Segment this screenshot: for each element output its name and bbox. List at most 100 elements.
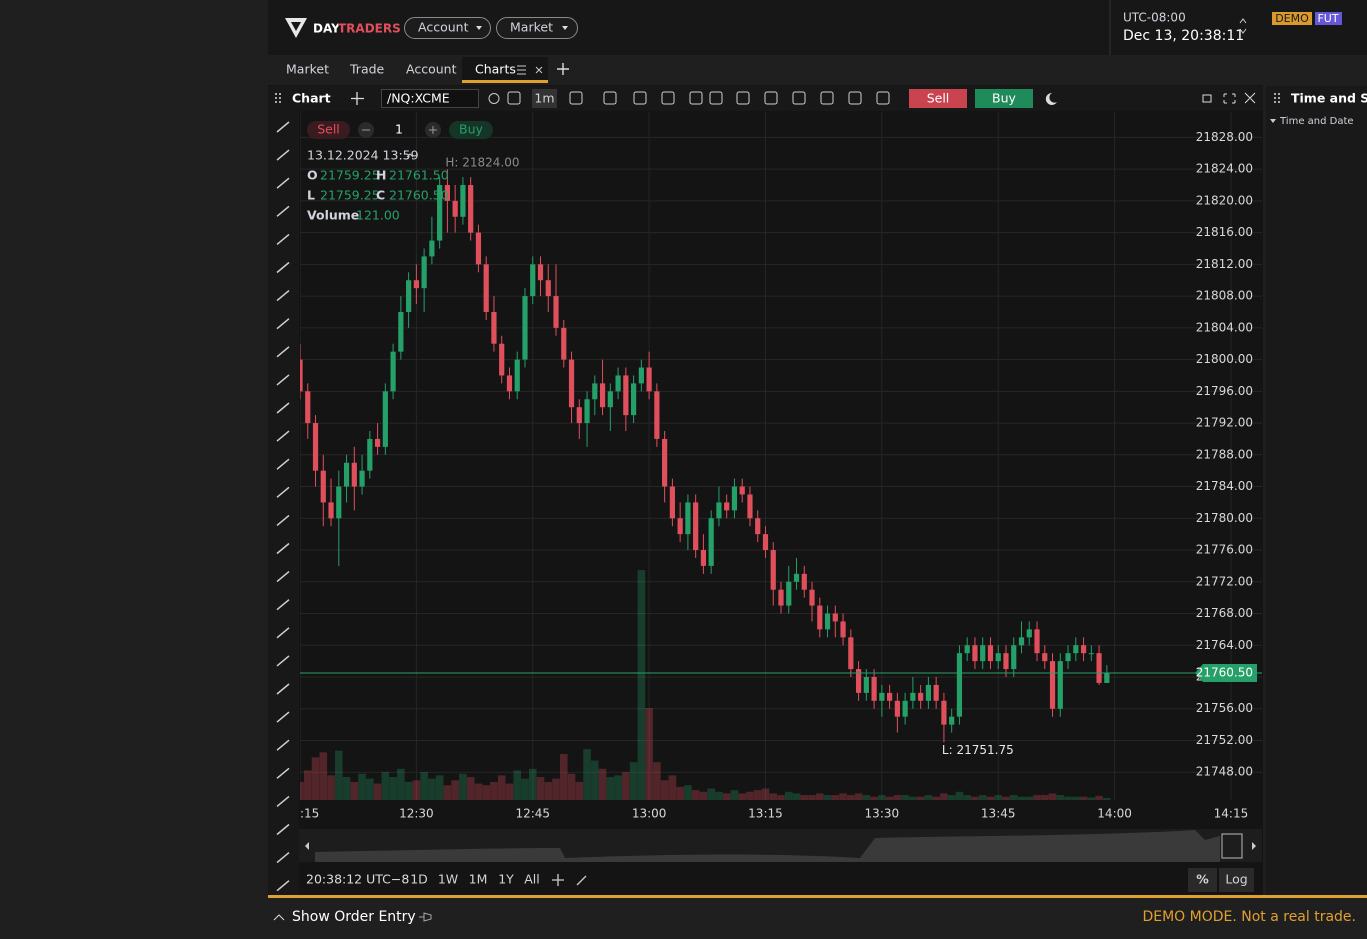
y-tick-label: 21828.00 — [1196, 130, 1253, 144]
volume-bar — [444, 785, 452, 800]
volume-bar — [855, 793, 863, 800]
fut-badge-label: FUT — [1317, 12, 1338, 25]
volume-bar — [878, 795, 886, 800]
candle-body — [662, 439, 667, 487]
volume-bar — [700, 792, 708, 800]
tab-underline — [462, 80, 548, 83]
tab[interactable]: Charts — [475, 62, 516, 77]
candle-body — [600, 383, 605, 407]
volume-bar — [490, 782, 498, 800]
volume-bar — [327, 775, 335, 800]
candle-body — [375, 439, 380, 447]
x-tick-label: 12:45 — [515, 807, 550, 821]
candle-body — [1034, 629, 1039, 653]
volume-bar — [1103, 798, 1111, 800]
candle-body — [1003, 653, 1008, 669]
account-menu-label[interactable]: Account — [418, 20, 469, 35]
volume-bar — [963, 795, 971, 800]
candle-body — [468, 185, 473, 233]
volume-bar — [715, 792, 723, 800]
volume-bar — [475, 784, 483, 800]
y-tick-label: 21796.00 — [1196, 384, 1253, 398]
volume-bar — [319, 752, 327, 800]
candle-body — [895, 701, 900, 717]
tab[interactable]: Market — [286, 62, 329, 77]
quick-sell-label[interactable]: Sell — [317, 122, 340, 137]
percent-label[interactable]: % — [1196, 872, 1209, 887]
volume-bar — [428, 779, 436, 800]
volume-bar — [382, 772, 390, 800]
y-tick-label: 21804.00 — [1196, 320, 1253, 334]
candle-body — [887, 693, 892, 701]
range-button[interactable]: 1W — [438, 872, 458, 887]
range-button[interactable]: 1M — [469, 872, 488, 887]
candle-body — [918, 693, 923, 701]
volume-bar — [1056, 795, 1064, 800]
candle-body — [988, 645, 993, 661]
buy-label[interactable]: Buy — [992, 91, 1016, 106]
volume-bar — [894, 795, 902, 800]
sell-label[interactable]: Sell — [927, 91, 950, 106]
quick-buy-label[interactable]: Buy — [459, 122, 483, 137]
candle-body — [522, 296, 527, 359]
legend-label: O — [307, 168, 318, 183]
candle-body — [934, 685, 939, 701]
volume-bar — [932, 797, 940, 800]
volume-bar — [994, 795, 1002, 800]
candle-body — [1104, 673, 1109, 683]
candle-body — [678, 518, 683, 534]
volume-bar — [1072, 797, 1080, 800]
x-tick-label: 13:30 — [865, 807, 900, 821]
range-button[interactable]: 1D — [410, 872, 428, 887]
tab[interactable]: Account — [406, 62, 457, 77]
candle-body — [491, 312, 496, 344]
candle-body — [553, 296, 558, 328]
candle-body — [840, 621, 845, 637]
legend-label: C — [376, 188, 385, 203]
quantity[interactable]: 1 — [395, 122, 403, 137]
volume-bar — [1041, 795, 1049, 800]
volume-bar — [304, 770, 312, 800]
chart-title: Chart — [292, 91, 331, 106]
legend-date: 13.12.2024 13:59 — [307, 148, 419, 163]
x-tick-label: 12:30 — [399, 807, 434, 821]
volume-bar — [1080, 797, 1088, 800]
right-panel — [1266, 86, 1367, 895]
candle-body — [1011, 645, 1016, 669]
candle-body — [794, 574, 799, 582]
y-tick-label: 21820.00 — [1196, 193, 1253, 207]
order-entry-toggle[interactable]: Show Order Entry — [292, 909, 416, 925]
legend-label: H — [376, 168, 386, 183]
interval[interactable]: 1m — [534, 91, 554, 106]
volume-bar — [1064, 797, 1072, 800]
legend-label: Volume — [307, 208, 359, 223]
log-label[interactable]: Log — [1225, 872, 1247, 887]
y-tick-label: 21792.00 — [1196, 416, 1253, 430]
volume-bar — [723, 793, 731, 800]
tab[interactable]: Trade — [349, 62, 385, 77]
volume-bar — [800, 795, 808, 800]
volume-bar — [653, 762, 661, 800]
volume-bar — [832, 795, 840, 800]
candle-body — [848, 637, 853, 669]
symbol[interactable]: /NQ:XCME — [387, 91, 450, 106]
volume-bar — [669, 775, 677, 800]
candle-body — [1019, 637, 1024, 645]
volume-bar — [482, 785, 490, 800]
candle-body — [367, 439, 372, 471]
volume-bar — [909, 797, 917, 800]
volume-bar — [816, 793, 824, 800]
timezone: UTC-08:00 — [1123, 11, 1186, 25]
volume-bar — [506, 784, 514, 800]
candle-body — [383, 391, 388, 447]
y-tick-label: 21764.00 — [1196, 638, 1253, 652]
range-button[interactable]: All — [524, 872, 540, 887]
market-menu-label[interactable]: Market — [510, 20, 553, 35]
volume-bar — [777, 795, 785, 800]
volume-bar — [901, 795, 909, 800]
datetime: Dec 13, 20:38:11 — [1123, 28, 1244, 44]
range-button[interactable]: 1Y — [498, 872, 514, 887]
drawing-tools — [268, 111, 299, 895]
volume-bar — [405, 782, 413, 800]
candle-body — [778, 590, 783, 606]
